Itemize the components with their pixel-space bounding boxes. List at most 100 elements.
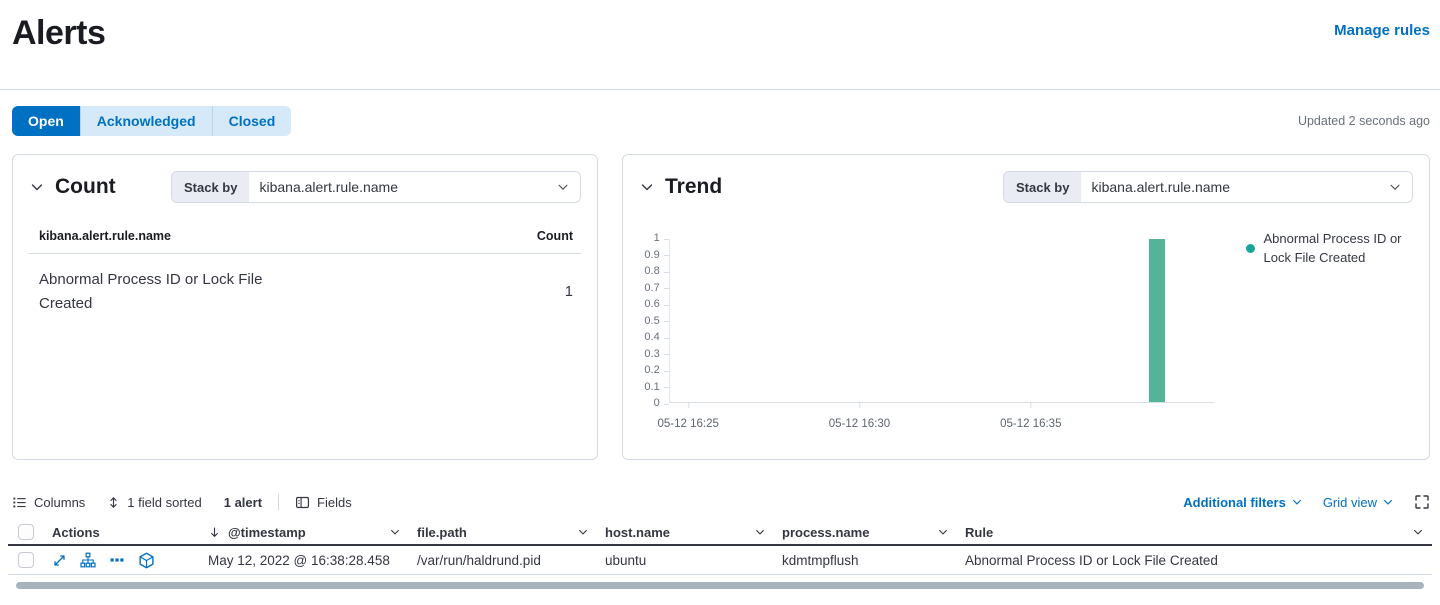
row-checkbox[interactable] — [18, 552, 34, 568]
column-menu-chevron-icon[interactable] — [577, 526, 589, 538]
toolbar-divider — [278, 494, 280, 510]
y-tick-label: 0.9 — [644, 248, 670, 261]
updated-text: Updated 2 seconds ago — [1297, 114, 1430, 128]
select-all-checkbox[interactable] — [18, 524, 34, 540]
alert-row: May 12, 2022 @ 16:38:28.458 /var/run/hal… — [8, 546, 1432, 575]
rule-cell: Abnormal Process ID or Lock File Created — [965, 552, 1218, 568]
columns-label: Columns — [34, 494, 86, 510]
stack-by-label: Stack by — [1004, 172, 1082, 202]
tab-acknowledged[interactable]: Acknowledged — [79, 106, 212, 136]
count-panel-title: Count — [55, 175, 116, 198]
row-actions-cell — [44, 552, 200, 569]
sort-descending-icon — [208, 526, 221, 539]
trend-stack-by-select[interactable]: Stack by kibana.alert.rule.name — [1003, 171, 1413, 203]
column-menu-chevron-icon[interactable] — [937, 526, 949, 538]
trend-panel-title-group: Trend — [639, 175, 722, 199]
timestamp-cell: May 12, 2022 @ 16:38:28.458 — [208, 552, 390, 568]
count-value: 1 — [564, 284, 573, 300]
analyze-event-button[interactable] — [80, 552, 96, 568]
fields-icon — [295, 495, 310, 510]
column-menu-chevron-icon[interactable] — [754, 526, 766, 538]
y-tick-label: 0.2 — [644, 364, 670, 376]
legend-item[interactable]: Abnormal Process ID or Lock File Created — [1245, 229, 1413, 267]
alerts-grid: Actions @timestamp file.path host.name — [8, 520, 1432, 589]
count-col-count: Count — [536, 229, 573, 243]
manage-rules-link[interactable]: Manage rules — [1334, 22, 1430, 39]
count-panel-title-group: Count — [29, 175, 116, 199]
trend-panel: Trend Stack by kibana.alert.rule.name 1 0… — [622, 154, 1430, 460]
column-header-host-name[interactable]: host.name — [597, 520, 774, 544]
fields-label: Fields — [317, 494, 352, 510]
count-table: kibana.alert.rule.name Count Abnormal Pr… — [29, 229, 581, 316]
count-table-header: kibana.alert.rule.name Count — [29, 229, 581, 254]
status-filter-group: Open Acknowledged Closed — [12, 106, 292, 136]
horizontal-scrollbar[interactable] — [16, 582, 1424, 589]
select-all-cell — [8, 524, 44, 540]
alert-count: 1 alert — [223, 494, 263, 510]
count-panel-header: Count Stack by kibana.alert.rule.name — [29, 171, 581, 203]
host-name-cell: ubuntu — [605, 552, 647, 568]
investigate-in-timeline-button[interactable] — [138, 552, 155, 569]
stack-by-value: kibana.alert.rule.name — [1091, 179, 1231, 195]
panels-row: Count Stack by kibana.alert.rule.name ki… — [12, 154, 1430, 460]
y-tick-label: 0.8 — [644, 265, 670, 277]
tab-open[interactable]: Open — [12, 106, 80, 136]
chevron-down-icon[interactable] — [29, 179, 45, 195]
list-icon — [12, 495, 27, 510]
fields-button[interactable]: Fields — [295, 495, 352, 510]
stack-by-value: kibana.alert.rule.name — [259, 179, 399, 195]
tab-closed[interactable]: Closed — [211, 106, 292, 136]
grid-view-button[interactable]: Grid view — [1323, 495, 1394, 510]
chevron-down-icon — [1388, 180, 1402, 194]
column-header-file-path[interactable]: file.path — [409, 520, 597, 544]
y-tick-label: 0.5 — [644, 314, 670, 327]
trend-panel-title: Trend — [665, 175, 723, 198]
column-label: @timestamp — [228, 524, 306, 540]
expand-icon — [52, 553, 67, 568]
x-tick-label: 05-12 16:25 — [657, 403, 719, 430]
page-header: Alerts Manage rules — [0, 14, 1440, 53]
more-actions-icon — [109, 552, 125, 568]
header-divider — [0, 89, 1440, 90]
count-table-row: Abnormal Process ID or Lock File Created… — [29, 254, 581, 316]
y-tick-label: 1 — [653, 232, 670, 244]
more-actions-button[interactable] — [109, 552, 125, 568]
trend-chart: 1 0.9 0.8 0.7 0.6 0.5 0.4 0.3 0.2 0.1 0 05-12 16:2… — [639, 231, 1413, 430]
analyze-event-icon — [80, 552, 96, 568]
y-tick-label: 0.3 — [644, 347, 670, 360]
trend-bar — [1149, 239, 1166, 402]
sort-icon — [107, 495, 120, 510]
column-header-rule[interactable]: Rule — [957, 520, 1432, 544]
column-menu-chevron-icon[interactable] — [389, 526, 401, 538]
fullscreen-icon — [1414, 494, 1430, 510]
count-col-rule-name: kibana.alert.rule.name — [39, 229, 172, 243]
count-stack-by-select[interactable]: Stack by kibana.alert.rule.name — [171, 171, 581, 203]
column-header-process-name[interactable]: process.name — [774, 520, 957, 544]
stack-by-label: Stack by — [172, 172, 250, 202]
process-name-cell: kdmtmpflush — [782, 552, 859, 568]
column-label: Actions — [52, 524, 100, 540]
file-path-cell: /var/run/haldrund.pid — [417, 552, 541, 568]
additional-filters-button[interactable]: Additional filters — [1183, 495, 1303, 510]
legend-label: Abnormal Process ID or Lock File Created — [1263, 231, 1402, 265]
y-tick-label: 0.1 — [644, 380, 670, 393]
y-tick-label: 0.7 — [644, 281, 670, 294]
legend-dot-icon — [1245, 243, 1255, 253]
toolbar-left: Columns 1 field sorted 1 alert Fields — [12, 494, 374, 510]
column-label: file.path — [417, 524, 467, 540]
grid-header-row: Actions @timestamp file.path host.name — [8, 520, 1432, 546]
chevron-down-icon[interactable] — [639, 179, 655, 195]
chevron-down-icon — [1382, 496, 1394, 508]
columns-button[interactable]: Columns — [12, 495, 85, 510]
x-tick-label: 05-12 16:30 — [828, 403, 891, 430]
row-select-cell — [8, 552, 44, 568]
fullscreen-button[interactable] — [1414, 494, 1430, 510]
sorted-fields-label: 1 field sorted — [127, 494, 202, 510]
column-header-timestamp[interactable]: @timestamp — [200, 520, 409, 544]
expand-alert-button[interactable] — [52, 553, 67, 568]
column-menu-chevron-icon[interactable] — [1412, 526, 1424, 538]
trend-panel-header: Trend Stack by kibana.alert.rule.name — [639, 171, 1413, 203]
sorted-fields-button[interactable]: 1 field sorted — [107, 494, 202, 510]
status-row: Open Acknowledged Closed Updated 2 secon… — [12, 106, 1430, 136]
